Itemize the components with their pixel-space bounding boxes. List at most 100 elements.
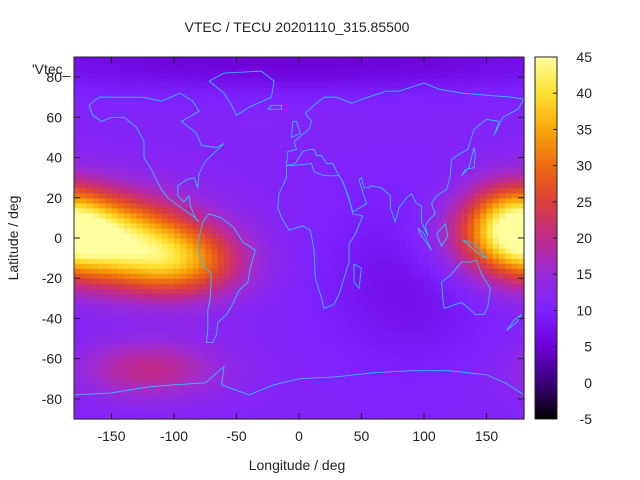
heatmap-cell: [399, 177, 406, 184]
heatmap-cell: [449, 117, 456, 123]
heatmap-cell: [299, 338, 306, 345]
heatmap-cell: [199, 308, 206, 315]
heatmap-cell: [186, 127, 194, 134]
heatmap-cell: [174, 333, 181, 340]
heatmap-cell: [267, 338, 275, 345]
heatmap-cell: [211, 238, 219, 244]
heatmap-cell: [305, 333, 313, 340]
heatmap-cell: [80, 383, 88, 390]
heatmap-cell: [311, 323, 319, 330]
heatmap-cell: [136, 373, 144, 380]
heatmap-cell: [355, 157, 363, 164]
heatmap-cell: [117, 248, 125, 254]
heatmap-cell: [474, 187, 481, 194]
heatmap-cell: [280, 97, 288, 103]
heatmap-cell: [161, 298, 169, 304]
heatmap-cell: [155, 308, 163, 315]
heatmap-cell: [461, 383, 469, 390]
heatmap-cell: [336, 283, 344, 289]
heatmap-cell: [167, 318, 175, 325]
heatmap-cell: [380, 117, 388, 123]
heatmap-cell: [224, 343, 231, 350]
heatmap-cell: [399, 303, 406, 309]
heatmap-cell: [161, 288, 169, 294]
heatmap-cell: [505, 363, 513, 370]
heatmap-cell: [505, 383, 513, 390]
heatmap-cell: [299, 398, 306, 405]
heatmap-cell: [236, 102, 244, 108]
heatmap-cell: [86, 238, 94, 244]
heatmap-cell: [499, 278, 506, 284]
heatmap-cell: [174, 283, 181, 289]
heatmap-cell: [442, 303, 450, 309]
heatmap-cell: [255, 333, 263, 340]
heatmap-cell: [486, 92, 494, 98]
heatmap-cell: [99, 177, 106, 184]
heatmap-cell: [474, 132, 481, 139]
heatmap-cell: [411, 243, 419, 249]
heatmap-cell: [130, 117, 138, 123]
heatmap-cell: [311, 112, 319, 118]
heatmap-cell: [161, 77, 169, 83]
heatmap-cell: [292, 62, 300, 68]
heatmap-cell: [392, 258, 400, 264]
heatmap-cell: [242, 283, 250, 289]
heatmap-cell: [249, 107, 256, 113]
heatmap-cell: [299, 413, 306, 420]
heatmap-cell: [267, 227, 275, 234]
heatmap-cell: [467, 222, 475, 229]
heatmap-cell: [480, 117, 488, 123]
heatmap-cell: [205, 308, 213, 315]
heatmap-cell: [367, 122, 375, 128]
heatmap-cell: [124, 157, 131, 164]
heatmap-cell: [186, 137, 194, 144]
heatmap-cell: [205, 343, 213, 350]
heatmap-cell: [161, 197, 169, 204]
heatmap-cell: [355, 202, 363, 209]
heatmap-cell: [199, 177, 206, 184]
heatmap-cell: [449, 222, 456, 229]
heatmap-cell: [230, 222, 238, 229]
heatmap-cell: [249, 202, 256, 209]
heatmap-cell: [255, 192, 263, 199]
heatmap-cell: [330, 333, 338, 340]
heatmap-cell: [74, 268, 81, 274]
heatmap-cell: [355, 263, 363, 269]
heatmap-cell: [261, 57, 269, 63]
heatmap-cell: [367, 207, 375, 214]
heatmap-cell: [192, 338, 200, 345]
heatmap-cell: [430, 232, 438, 239]
heatmap-cell: [92, 253, 100, 259]
heatmap-cell: [267, 278, 275, 284]
heatmap-cell: [74, 358, 81, 365]
heatmap-cell: [380, 373, 388, 380]
heatmap-cell: [411, 403, 419, 410]
heatmap-cell: [149, 122, 156, 128]
heatmap-cell: [124, 137, 131, 144]
heatmap-cell: [399, 298, 406, 304]
heatmap-cell: [261, 217, 269, 224]
heatmap-cell: [355, 333, 363, 340]
heatmap-cell: [436, 152, 444, 159]
heatmap-cell: [230, 348, 238, 355]
heatmap-cell: [230, 388, 238, 395]
heatmap-cell: [242, 207, 250, 214]
heatmap-cell: [424, 57, 431, 63]
heatmap-cell: [130, 227, 138, 234]
heatmap-cell: [130, 263, 138, 269]
heatmap-cell: [336, 177, 344, 184]
heatmap-cell: [467, 293, 475, 299]
heatmap-cell: [399, 378, 406, 385]
heatmap-cell: [274, 278, 281, 284]
heatmap-cell: [380, 157, 388, 164]
heatmap-cell: [311, 238, 319, 244]
heatmap-cell: [286, 117, 294, 123]
heatmap-cell: [424, 142, 431, 149]
heatmap-cell: [224, 273, 231, 279]
heatmap-cell: [236, 278, 244, 284]
heatmap-cell: [211, 268, 219, 274]
heatmap-cell: [255, 313, 263, 320]
heatmap-cell: [74, 142, 81, 149]
heatmap-cell: [180, 72, 188, 78]
heatmap-cell: [99, 273, 106, 279]
